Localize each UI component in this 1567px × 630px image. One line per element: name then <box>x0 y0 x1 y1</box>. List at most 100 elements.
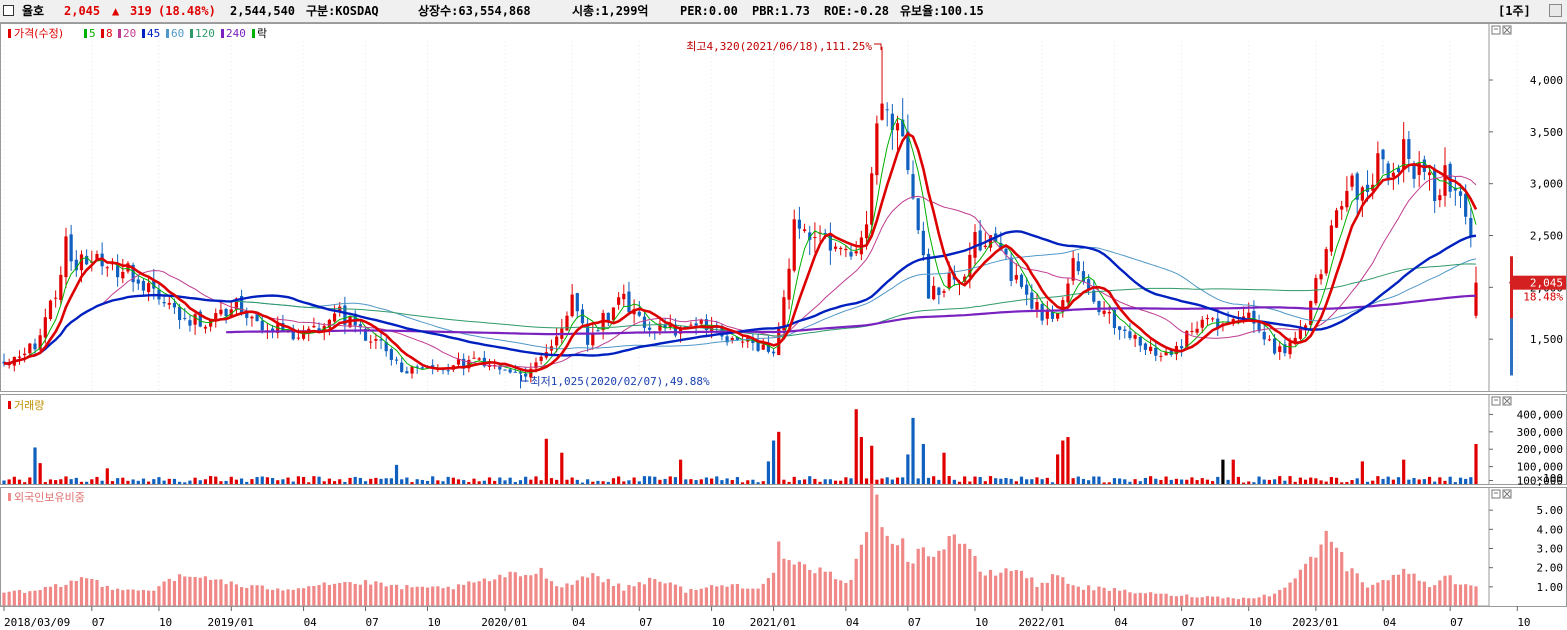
price-candle <box>1376 153 1380 185</box>
volume-bar <box>596 480 600 484</box>
foreign-ratio-bar <box>1045 582 1049 606</box>
price-candle <box>1422 159 1426 172</box>
volume-bar <box>1076 476 1080 484</box>
price-candle <box>1458 191 1463 196</box>
foreign-y-tick-label: 4.00 <box>1537 523 1564 536</box>
volume-bar <box>239 478 244 484</box>
price-candle <box>1433 168 1437 202</box>
price-candle <box>327 319 331 328</box>
foreign-ratio-bar <box>1004 568 1008 606</box>
volume-bar <box>48 479 53 484</box>
foreign-y-tick-label: 3.00 <box>1537 543 1564 556</box>
x-axis-label: 10 <box>712 616 725 629</box>
foreign-ratio-bar <box>7 591 11 606</box>
foreign-ratio-bar <box>1030 577 1034 606</box>
foreign-ratio-bar <box>12 590 16 606</box>
price-candle <box>105 267 109 269</box>
price-legend-icon <box>8 29 11 38</box>
volume-bar <box>312 476 316 484</box>
volume-bar <box>549 478 554 484</box>
foreign-ratio-bar <box>1138 592 1142 606</box>
foreign-ratio-bar <box>1236 599 1241 606</box>
price-candle <box>136 279 140 284</box>
foreign-ratio-bar <box>332 583 337 606</box>
price-candle <box>126 263 130 272</box>
select-checkbox[interactable] <box>3 5 14 16</box>
volume-bar <box>916 478 920 484</box>
ma-legend-20: 20 <box>123 27 136 40</box>
volume-bar <box>487 477 492 484</box>
price-candle <box>1102 310 1106 314</box>
volume-bar <box>766 461 771 484</box>
volume-bar <box>937 479 941 484</box>
price-candle <box>1179 346 1184 349</box>
volume-bar <box>1040 479 1044 484</box>
volume-bar <box>658 479 662 484</box>
foreign-ratio-bar <box>446 586 450 606</box>
volume-bar <box>926 477 931 484</box>
foreign-ratio-bar <box>456 584 461 606</box>
high-annotation-arrow <box>874 43 882 50</box>
volume-bar <box>518 480 523 484</box>
foreign-ratio-bar <box>1009 571 1013 606</box>
foreign-ratio-bar <box>771 572 776 606</box>
price-candle <box>926 253 931 299</box>
price-candle <box>219 309 223 315</box>
volume-bar <box>353 476 357 484</box>
period-button[interactable]: [1주] <box>1498 4 1531 18</box>
price-candle <box>668 324 672 328</box>
volume-bar <box>1376 476 1380 484</box>
volume-bar <box>121 477 125 484</box>
price-candle <box>1030 292 1034 309</box>
foreign-ratio-bar <box>715 586 719 606</box>
x-axis-label: 07 <box>639 616 652 629</box>
price-candle <box>968 254 972 277</box>
foreign-ratio-bar <box>978 571 982 606</box>
current-price: 2,045 <box>64 4 101 18</box>
volume-bar <box>1045 477 1049 484</box>
volume-bar <box>1324 481 1328 484</box>
volume-bar <box>74 477 78 484</box>
foreign-ratio-bar <box>1283 587 1287 606</box>
price-candle <box>802 229 807 231</box>
panel-scroll-icon[interactable] <box>1549 4 1562 17</box>
foreign-ratio-bar <box>214 579 218 606</box>
foreign-ratio-bar <box>348 582 352 606</box>
foreign-ratio-bar <box>358 584 362 606</box>
foreign-ratio-bar <box>1365 587 1370 606</box>
price-candle <box>663 324 667 328</box>
foreign-ratio-bar <box>1391 574 1395 606</box>
foreign-ratio-bar <box>1149 592 1153 606</box>
x-axis-label: 07 <box>92 616 105 629</box>
volume-bar <box>1035 477 1039 484</box>
price-candle <box>48 300 53 319</box>
price-candle <box>296 337 301 339</box>
foreign-ratio-bar <box>467 581 471 606</box>
volume-bar <box>54 480 58 484</box>
price-candle <box>570 294 574 317</box>
foreign-ratio-bar <box>963 543 967 606</box>
volume-bar <box>131 479 135 484</box>
price-candle <box>1025 284 1029 295</box>
volume-bar <box>1329 477 1333 484</box>
foreign-ratio-bar <box>508 571 512 606</box>
price-candle <box>854 251 858 254</box>
volume-bar <box>410 482 414 484</box>
foreign-ratio-bar <box>374 581 378 606</box>
price-legend-label: 가격(수정) <box>14 27 63 40</box>
volume-bar <box>560 452 564 484</box>
listed-shares: 상장수:63,554,868 <box>418 4 531 18</box>
volume-bar <box>467 481 471 484</box>
foreign-ratio-bar <box>105 585 109 606</box>
volume-bar <box>895 477 900 484</box>
volume-bar <box>110 481 115 484</box>
foreign-ratio-bar <box>95 580 99 606</box>
foreign-ratio-bar <box>1061 577 1065 606</box>
price-candle <box>1391 172 1395 177</box>
volume-y-tick-label: 100,000 <box>1517 461 1563 474</box>
foreign-ratio-bar <box>1293 578 1297 606</box>
foreign-ratio-bar <box>679 586 683 606</box>
foreign-ratio-bar <box>410 587 414 606</box>
price-candle <box>606 312 610 322</box>
volume-bar <box>1427 476 1432 484</box>
